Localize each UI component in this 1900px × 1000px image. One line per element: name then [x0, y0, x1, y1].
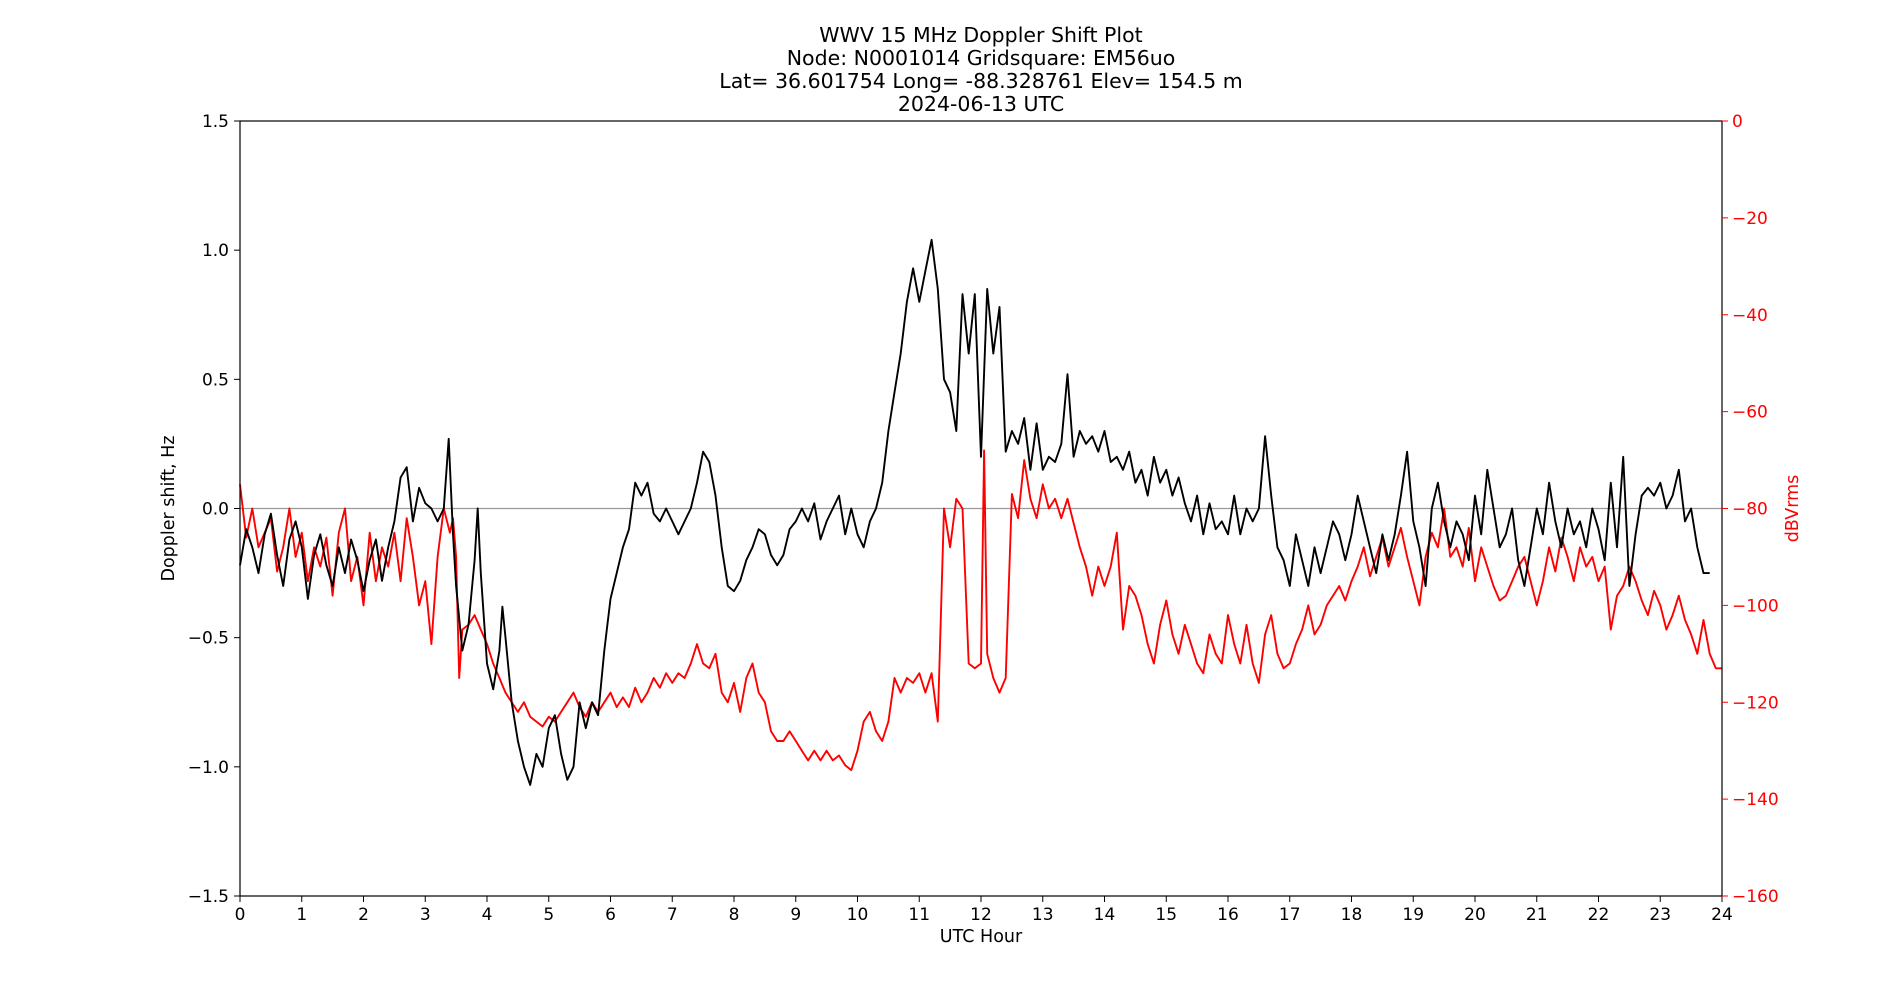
- x-tick-label: 11: [908, 905, 930, 925]
- x-tick-label: 4: [482, 905, 493, 925]
- y2-tick-label: −160: [1732, 887, 1779, 907]
- x-tick-label: 10: [847, 905, 869, 925]
- x-tick-label: 8: [729, 905, 740, 925]
- x-tick-label: 20: [1464, 905, 1486, 925]
- y-axis-label: Doppler shift, Hz: [159, 435, 179, 581]
- x-tick-label: 6: [605, 905, 616, 925]
- y-tick-label: −1.0: [188, 758, 229, 778]
- x-tick-label: 22: [1588, 905, 1610, 925]
- y-tick-label: −0.5: [188, 629, 229, 649]
- x-tick-label: 7: [667, 905, 678, 925]
- power-series-line: [239, 449, 1722, 772]
- x-tick-label: 18: [1341, 905, 1363, 925]
- y2-tick-label: −140: [1732, 790, 1779, 810]
- title-line-3: Lat= 36.601754 Long= -88.328761 Elev= 15…: [719, 69, 1242, 93]
- x-tick-label: 19: [1402, 905, 1424, 925]
- x-tick-label: 5: [543, 905, 554, 925]
- x-tick-label: 2: [358, 905, 369, 925]
- x-tick-label: 16: [1217, 905, 1239, 925]
- y-axis-right: 0 −20 −40 −60 −80 −100 −120 −140 −160: [1722, 112, 1779, 907]
- x-tick-label: 9: [790, 905, 801, 925]
- x-tick-label: 15: [1155, 905, 1177, 925]
- x-tick-label: 0: [235, 905, 246, 925]
- x-tick-label: 1: [296, 905, 307, 925]
- y-tick-label: 0.5: [202, 370, 229, 390]
- y-axis-left: 1.5 1.0 0.5 0.0 −0.5 −1.0 −1.5: [188, 112, 240, 907]
- title-line-1: WWV 15 MHz Doppler Shift Plot: [819, 23, 1142, 47]
- x-tick-label: 3: [420, 905, 431, 925]
- x-tick-label: 14: [1094, 905, 1116, 925]
- y2-tick-label: −80: [1732, 500, 1768, 520]
- y-tick-label: 0.0: [202, 500, 229, 520]
- x-tick-label: 21: [1526, 905, 1548, 925]
- y-tick-label: 1.0: [202, 241, 229, 261]
- title-line-2: Node: N0001014 Gridsquare: EM56uo: [787, 46, 1176, 70]
- x-tick-label: 13: [1032, 905, 1054, 925]
- y2-tick-label: −120: [1732, 693, 1779, 713]
- x-axis-label: UTC Hour: [940, 927, 1023, 947]
- y2-tick-label: −100: [1732, 596, 1779, 616]
- x-tick-label: 24: [1711, 905, 1733, 925]
- x-tick-label: 12: [970, 905, 992, 925]
- title-line-4: 2024-06-13 UTC: [898, 92, 1064, 116]
- x-axis: 0 1 2 3 4 5 6 7 8 9 10 11 12 13 14 15 16 17 18 19 20 21 22 23 24: [235, 896, 1733, 925]
- y2-axis-label: dBVrms: [1783, 475, 1803, 543]
- y2-tick-label: 0: [1732, 112, 1743, 132]
- doppler-series-line: [239, 238, 1710, 786]
- x-tick-label: 23: [1649, 905, 1671, 925]
- y2-tick-label: −60: [1732, 403, 1768, 423]
- y-tick-label: 1.5: [202, 112, 229, 132]
- y2-tick-label: −20: [1732, 209, 1768, 229]
- x-tick-label: 17: [1279, 905, 1301, 925]
- y-tick-label: −1.5: [188, 887, 229, 907]
- y2-tick-label: −40: [1732, 306, 1768, 326]
